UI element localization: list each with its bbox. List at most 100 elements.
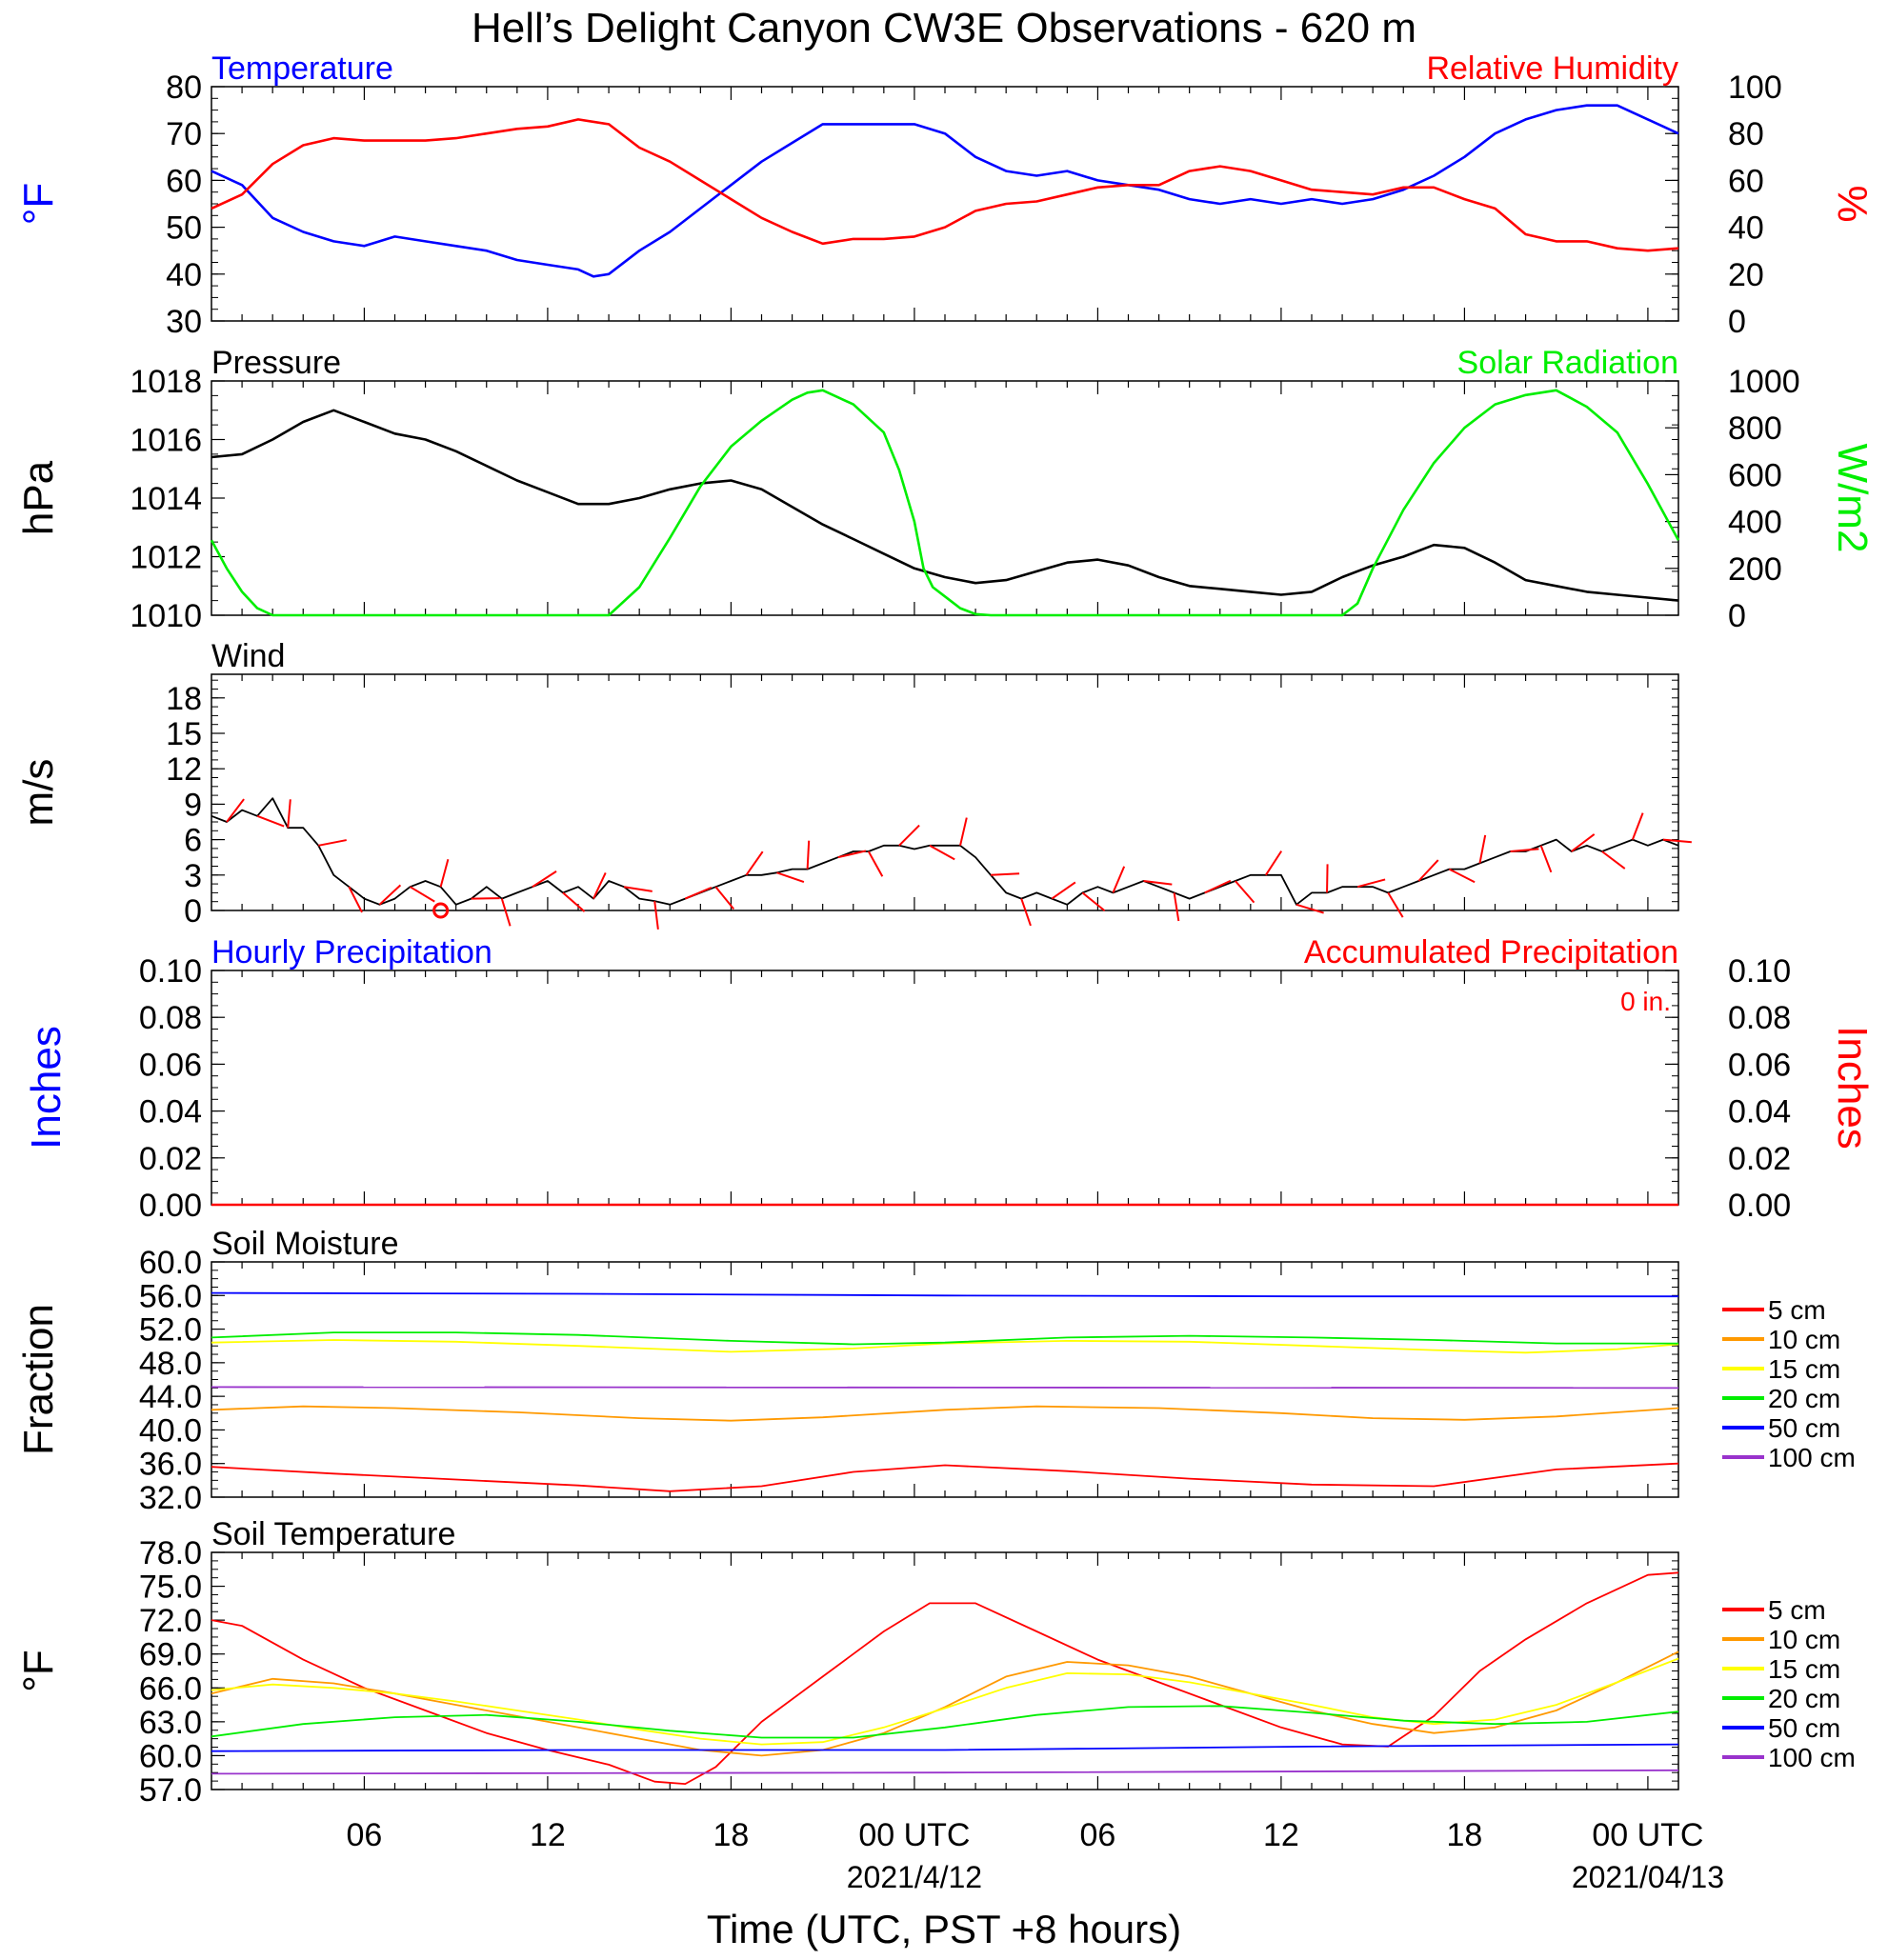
y-axis-label: m/s bbox=[15, 759, 62, 827]
series-line-50-cm bbox=[211, 1291, 1678, 1298]
y-tick-label: 56.0 bbox=[139, 1278, 202, 1314]
chart-title: Hell’s Delight Canyon CW3E Observations … bbox=[472, 5, 1416, 51]
wind-barb bbox=[929, 844, 955, 861]
legend-label: 15 cm bbox=[1768, 1354, 1840, 1384]
wind-barb bbox=[1326, 864, 1329, 893]
y2-tick-label: 0 bbox=[1728, 304, 1746, 340]
calm-wind-marker bbox=[432, 902, 450, 919]
y-tick-label: 1010 bbox=[130, 598, 202, 634]
y2-tick-label: 0 bbox=[1728, 598, 1746, 634]
y2-axis-label: % bbox=[1829, 185, 1876, 222]
series-line-10-cm bbox=[211, 1650, 1679, 1757]
x-tick-label: 18 bbox=[713, 1817, 750, 1853]
x-axis-title: Time (UTC, PST +8 hours) bbox=[707, 1907, 1181, 1951]
y-tick-label: 3 bbox=[184, 858, 202, 894]
y-tick-label: 66.0 bbox=[139, 1670, 202, 1707]
wind-barb bbox=[1478, 834, 1487, 864]
wind-barb bbox=[471, 897, 500, 900]
wind-barb bbox=[1662, 838, 1692, 844]
y-tick-label: 0.10 bbox=[139, 953, 202, 990]
y-tick-label: 1016 bbox=[130, 423, 202, 459]
y-tick-label: 0.08 bbox=[139, 1000, 202, 1036]
y-axis-label: Inches bbox=[23, 1026, 70, 1150]
y-tick-label: 40.0 bbox=[139, 1412, 202, 1449]
y-tick-label: 1018 bbox=[130, 364, 202, 400]
series-line-20-cm bbox=[211, 1331, 1678, 1346]
series-line-15-cm bbox=[211, 1339, 1679, 1354]
wind-barb bbox=[287, 799, 291, 829]
wind-barb bbox=[1387, 891, 1404, 918]
y2-tick-label: 0.02 bbox=[1728, 1141, 1791, 1177]
y-tick-label: 48.0 bbox=[139, 1346, 202, 1382]
series-line-relative-humidity bbox=[211, 118, 1679, 252]
wind-barb bbox=[1051, 881, 1076, 900]
y2-tick-label: 0.08 bbox=[1728, 1000, 1791, 1036]
wind-barb bbox=[714, 886, 735, 910]
y-tick-label: 18 bbox=[166, 681, 202, 717]
y-tick-label: 0 bbox=[184, 893, 202, 930]
wind-barb bbox=[867, 850, 884, 877]
wind-barb bbox=[1143, 880, 1173, 886]
series-line-pressure bbox=[211, 409, 1679, 602]
series-line-5-cm bbox=[211, 1462, 1679, 1492]
series-line-wind bbox=[211, 797, 1679, 906]
y2-axis-label: W/m2 bbox=[1829, 444, 1876, 553]
wind-barb bbox=[256, 814, 285, 828]
y2-tick-label: 60 bbox=[1728, 163, 1764, 199]
accumulated-total-label: 0 in. bbox=[1620, 987, 1671, 1016]
wind-barb bbox=[1173, 892, 1180, 922]
legend-label: 20 cm bbox=[1768, 1384, 1840, 1413]
y2-axis-label: Inches bbox=[1829, 1026, 1876, 1150]
y2-tick-label: 0.06 bbox=[1728, 1047, 1791, 1083]
y2-tick-label: 0.04 bbox=[1728, 1094, 1791, 1130]
wind-barb bbox=[348, 886, 363, 913]
series-line-solar-radiation bbox=[210, 389, 1680, 617]
wind-barb bbox=[806, 840, 811, 870]
x-date-label: 2021/4/12 bbox=[847, 1860, 982, 1894]
y-tick-label: 15 bbox=[166, 716, 202, 752]
wind-barb bbox=[1081, 891, 1106, 912]
y-tick-label: 32.0 bbox=[139, 1480, 202, 1516]
y-tick-label: 9 bbox=[184, 787, 202, 823]
y-axis-label: °F bbox=[15, 183, 62, 225]
y-tick-label: 52.0 bbox=[139, 1312, 202, 1349]
panel-title-left: Soil Temperature bbox=[211, 1516, 455, 1552]
y2-tick-label: 0.10 bbox=[1728, 953, 1791, 990]
wind-barb bbox=[959, 817, 968, 847]
x-tick-label: 06 bbox=[347, 1817, 383, 1853]
series-line-50-cm bbox=[211, 1743, 1679, 1752]
wind-barb bbox=[1539, 845, 1553, 873]
wind-barb bbox=[745, 850, 764, 876]
y-tick-label: 57.0 bbox=[139, 1772, 202, 1809]
y-tick-label: 1012 bbox=[130, 540, 202, 576]
plot-frame bbox=[211, 1551, 1679, 1790]
plot-frame bbox=[211, 86, 1679, 322]
wind-barb bbox=[1601, 850, 1626, 870]
y-tick-label: 0.06 bbox=[139, 1047, 202, 1083]
y2-tick-label: 800 bbox=[1728, 410, 1782, 447]
y-tick-label: 60.0 bbox=[139, 1245, 202, 1281]
legend-label: 50 cm bbox=[1768, 1713, 1840, 1743]
wind-barb bbox=[318, 839, 347, 847]
y-tick-label: 80 bbox=[166, 70, 202, 106]
y2-tick-label: 20 bbox=[1728, 257, 1764, 293]
wind-barb bbox=[532, 870, 557, 889]
wind-barb bbox=[1295, 903, 1324, 914]
wind-barb bbox=[776, 871, 805, 884]
y2-tick-label: 100 bbox=[1728, 70, 1782, 106]
wind-barb bbox=[1417, 859, 1439, 882]
wind-barb bbox=[562, 891, 586, 912]
panel-temperature_humidity: 30 40 50 60 70 80 0 20 40 60 80 100 Temperature Relat… bbox=[15, 50, 1876, 340]
y2-tick-label: 200 bbox=[1728, 551, 1782, 588]
wind-barb bbox=[837, 850, 867, 859]
wind-barb bbox=[1235, 880, 1255, 904]
y-tick-label: 70 bbox=[166, 116, 202, 152]
legend-label: 5 cm bbox=[1768, 1595, 1826, 1625]
wind-barb bbox=[898, 824, 920, 847]
y-tick-label: 6 bbox=[184, 823, 202, 859]
series-line-temperature bbox=[211, 104, 1679, 278]
legend-label: 100 cm bbox=[1768, 1443, 1856, 1472]
